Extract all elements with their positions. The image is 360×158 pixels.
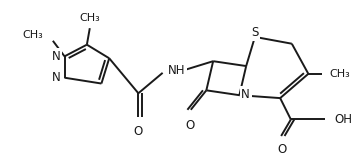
Text: NH: NH — [167, 64, 185, 77]
Text: CH₃: CH₃ — [330, 69, 350, 79]
Text: S: S — [251, 26, 258, 39]
Text: O: O — [134, 125, 143, 138]
Text: OH: OH — [334, 113, 352, 126]
Text: N: N — [52, 71, 60, 84]
Text: N: N — [52, 50, 60, 63]
Text: O: O — [185, 118, 194, 131]
Text: CH₃: CH₃ — [80, 13, 100, 23]
Text: N: N — [241, 88, 250, 101]
Text: CH₃: CH₃ — [22, 30, 43, 40]
Text: O: O — [278, 143, 287, 156]
